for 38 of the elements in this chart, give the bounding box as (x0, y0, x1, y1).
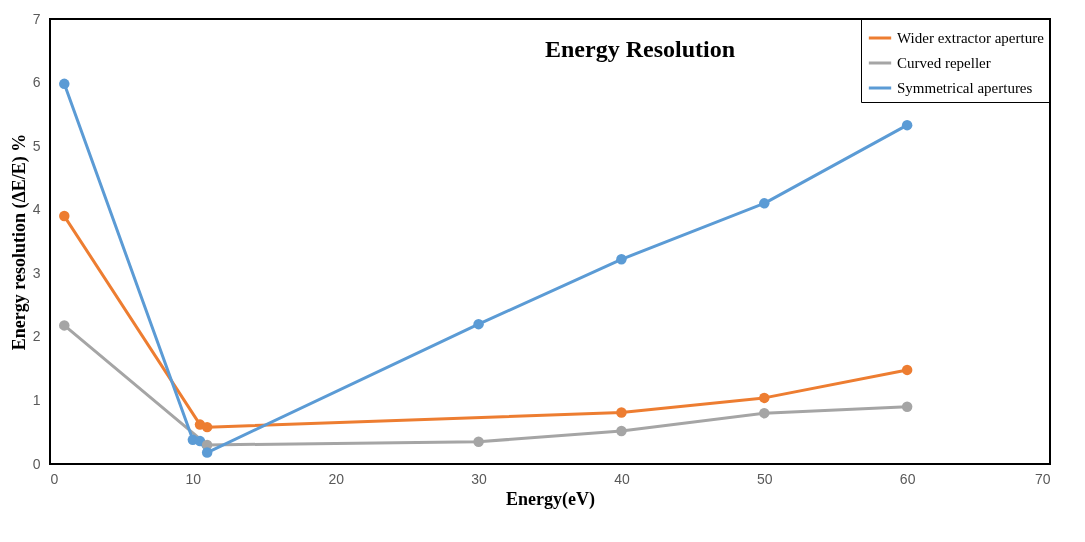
legend-label: Symmetrical apertures (897, 80, 1033, 96)
x-tick-label: 20 (328, 470, 345, 487)
y-tick-label: 3 (32, 264, 41, 281)
point (59, 320, 70, 331)
point (59, 210, 70, 222)
x-tick-label: 40 (614, 470, 630, 487)
x-tick-label: 0 (50, 470, 59, 487)
y-tick-label: 2 (32, 328, 41, 345)
point (616, 254, 627, 265)
x-tick-label: 30 (471, 470, 488, 487)
point (201, 447, 213, 458)
x-tick-label: 60 (899, 470, 916, 487)
y-tick-label: 5 (32, 137, 41, 154)
y-tick-label: 6 (32, 74, 41, 91)
point (759, 407, 770, 419)
y-tick-label: 7 (32, 10, 41, 27)
x-tick-label: 50 (757, 470, 773, 487)
x-tick-label: 70 (1034, 470, 1051, 487)
legend-label: Curved repeller (897, 55, 991, 71)
point (201, 421, 213, 433)
point (473, 318, 484, 330)
point (616, 407, 627, 418)
point (901, 119, 913, 131)
point (616, 425, 627, 437)
x-axis-title: Energy(eV) (506, 488, 595, 510)
y-tick-label: 4 (32, 201, 41, 218)
text: Energy Resolution (544, 36, 736, 62)
legend-label: Wider extractor aperture (897, 30, 1045, 46)
y-axis-title: Energy resolution (ΔE/E) % (8, 133, 30, 351)
point (901, 364, 913, 376)
point (59, 78, 70, 90)
point (759, 392, 770, 404)
point (473, 436, 484, 447)
point (759, 198, 770, 209)
y-tick-label: 1 (32, 391, 41, 408)
point (901, 401, 913, 413)
y-tick-label: 0 (32, 455, 41, 472)
x-tick-label: 10 (185, 470, 202, 487)
